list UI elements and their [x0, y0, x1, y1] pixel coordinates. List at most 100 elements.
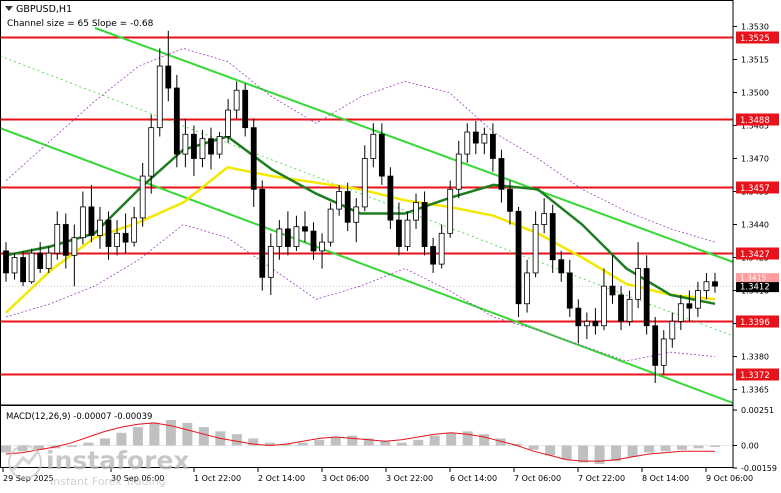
- candle: [686, 303, 693, 309]
- macd-histogram-bar: [396, 442, 407, 446]
- macd-histogram-bar: [297, 442, 308, 446]
- y-tick-label: 1.3365: [741, 386, 769, 395]
- x-tick-label: 3 Oct 06:00: [322, 474, 369, 483]
- candle: [353, 206, 360, 223]
- candle: [660, 338, 667, 366]
- current-price-tag: [736, 279, 779, 293]
- macd-histogram-bar: [330, 437, 341, 446]
- candle: [97, 219, 103, 236]
- macd-y-tick-label: 0.00251: [741, 406, 774, 415]
- candle: [199, 138, 206, 159]
- candle: [413, 202, 419, 221]
- candle: [635, 268, 642, 300]
- candle: [695, 290, 701, 309]
- macd-title: MACD(12,26,9) -0.00007 -0.00039: [6, 412, 152, 422]
- x-tick-label: 8 Oct 14:00: [642, 474, 689, 483]
- candle: [182, 133, 189, 155]
- macd-histogram-bar: [611, 445, 622, 462]
- candle: [148, 127, 155, 177]
- x-tick-label: 7 Oct 06:00: [514, 474, 561, 483]
- candle: [250, 127, 257, 190]
- candle: [490, 133, 496, 159]
- level-price-tag: [736, 113, 779, 126]
- macd-histogram-bar: [182, 422, 193, 446]
- candle: [165, 65, 172, 89]
- candle: [455, 153, 462, 190]
- macd-histogram-bar: [627, 445, 638, 457]
- candle: [216, 136, 223, 155]
- candle: [191, 133, 197, 159]
- candle: [430, 246, 437, 265]
- x-tick-label: 9 Oct 06:00: [706, 474, 753, 483]
- plot-frame: [0, 0, 734, 468]
- macd-histogram-bar: [198, 427, 209, 446]
- level-price-tag: [736, 31, 779, 44]
- symbol-dropdown-icon[interactable]: [5, 6, 13, 11]
- x-tick-label: 3 Oct 22:00: [386, 474, 433, 483]
- candle: [541, 213, 548, 225]
- level-price-tag: [736, 247, 779, 260]
- candle: [532, 224, 539, 274]
- candle: [592, 320, 599, 327]
- candle: [319, 241, 325, 252]
- candle: [575, 307, 582, 327]
- candle: [652, 325, 659, 366]
- candle: [131, 217, 138, 243]
- candle: [54, 224, 61, 254]
- candle: [438, 232, 445, 265]
- y-tick-label: 1.3470: [741, 154, 769, 163]
- macd-histogram-bar: [17, 445, 28, 452]
- x-tick-label: 30 Sep 06:00: [111, 474, 164, 483]
- y-tick-label: 1.3515: [741, 55, 769, 64]
- level-price-label: 1.3457: [740, 184, 770, 194]
- candle: [156, 65, 163, 129]
- macd-histogram-bar: [116, 432, 127, 446]
- candle: [421, 202, 428, 247]
- candle: [225, 109, 231, 137]
- candle: [558, 259, 565, 274]
- candle: [618, 294, 624, 322]
- envelope-upper-line: [5, 47, 716, 243]
- candle: [447, 188, 454, 234]
- y-tick-label: 1.3530: [741, 22, 769, 31]
- moving-average-yellow: [5, 165, 716, 314]
- macd-histogram-bar: [66, 445, 77, 447]
- watermark-logo: instaforex Instant Forex Trading: [8, 445, 190, 488]
- level-price-label: 1.3372: [740, 371, 770, 381]
- watermark-logo-arrow: [11, 450, 40, 471]
- macd-histogram-bar: [429, 435, 440, 446]
- macd-histogram-bar: [479, 434, 490, 446]
- candle: [327, 208, 334, 243]
- envelope-lower-line: [5, 224, 716, 362]
- candle: [370, 133, 377, 159]
- candle: [302, 226, 308, 232]
- y-tick-label: 1.3440: [741, 221, 769, 230]
- level-price-tag: [736, 315, 779, 328]
- bid-price-label: 1.3415: [740, 274, 766, 283]
- macd-histogram-bar: [149, 422, 160, 446]
- macd-histogram-bar: [578, 445, 589, 463]
- candle: [601, 285, 607, 327]
- chart-subtitle: Channel size = 65 Slope = -0.68: [7, 19, 154, 29]
- candle: [114, 232, 120, 247]
- candle: [336, 191, 343, 210]
- candle: [507, 188, 513, 212]
- macd-histogram-bar: [99, 438, 110, 446]
- candles-layer: [3, 30, 718, 383]
- macd-histogram-bar: [231, 434, 242, 446]
- macd-histogram-bar: [446, 432, 457, 446]
- macd-histogram-bar: [512, 444, 523, 446]
- macd-histogram-bar: [710, 445, 720, 447]
- candle: [378, 133, 385, 177]
- macd-histogram-bar: [495, 438, 506, 446]
- candle: [20, 257, 26, 283]
- channel-layer: [0, 27, 734, 404]
- macd-histogram-bar: [677, 445, 688, 450]
- macd-y-tick-label: 0.00: [741, 442, 759, 451]
- y-tick-label: 1.3485: [741, 121, 769, 130]
- candle: [712, 281, 718, 287]
- macd-histogram-bar: [165, 420, 176, 446]
- candle: [361, 158, 368, 208]
- candle: [549, 213, 556, 261]
- y-tick-label: 1.3380: [741, 353, 769, 362]
